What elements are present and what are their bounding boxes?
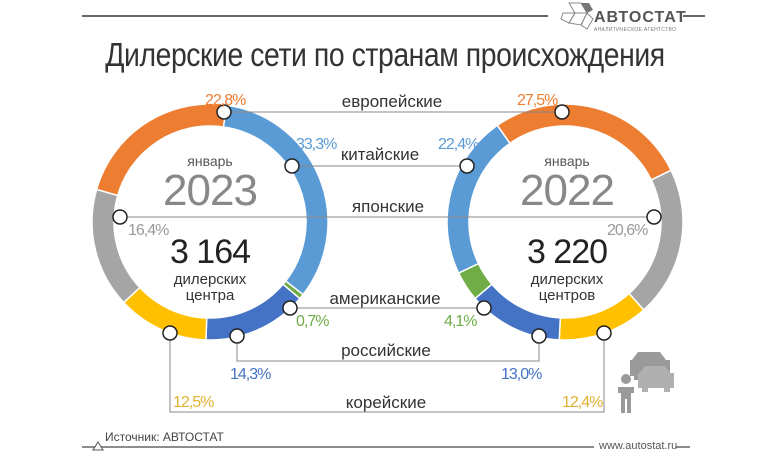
logo-subtitle: АНАЛИТИЧЕСКОЕ АГЕНТСТВО	[594, 27, 677, 33]
dot-l-korean	[162, 325, 178, 341]
connector-russian	[236, 336, 540, 362]
dot-l-american	[282, 300, 298, 316]
label-2023-korean: 12,5%	[173, 394, 214, 411]
category-korean: корейские	[345, 393, 427, 412]
donut-2023	[91, 103, 329, 341]
category-russian: российские	[341, 341, 431, 360]
right-unit-line2: центров	[538, 287, 596, 304]
dot-r-korean	[596, 325, 612, 341]
logo-name: АВТОСТАТ	[594, 9, 687, 26]
dot-r-russian	[531, 328, 547, 344]
left-month: январь	[187, 153, 233, 169]
source-note: Источник: АВТОСТАТ	[105, 430, 224, 444]
dealer-cars-icon	[618, 352, 674, 413]
dot-l-japanese	[112, 209, 128, 225]
right-total-dealers: 3 220	[526, 233, 608, 271]
left-unit-line2: центра	[185, 287, 235, 304]
label-2022-european: 27,5%	[517, 92, 558, 109]
right-year: 2022	[520, 166, 615, 215]
label-2022-japanese: 20,6%	[607, 222, 648, 239]
category-european: европейские	[341, 92, 443, 111]
page-title: Дилерские сети по странам происхождения	[105, 36, 665, 73]
category-chinese: китайские	[340, 145, 420, 164]
marker-dots	[112, 104, 662, 344]
label-2023-japanese: 16,4%	[128, 222, 169, 239]
label-2022-american: 4,1%	[444, 313, 477, 330]
category-japanese: японские	[351, 197, 425, 216]
dot-l-chinese	[284, 158, 300, 174]
label-2022-chinese: 22,4%	[438, 136, 479, 153]
autostat-logo-icon	[560, 2, 594, 30]
website-link[interactable]: www.autostat.ru	[599, 440, 678, 452]
dot-r-chinese	[459, 158, 475, 174]
donut-2022	[446, 103, 684, 341]
source-triangle-icon	[92, 441, 104, 451]
label-2023-european: 22,8%	[205, 92, 246, 109]
left-unit-line1: дилерских	[173, 271, 247, 288]
dot-r-american	[476, 300, 492, 316]
label-2022-russian: 13,0%	[501, 366, 542, 383]
right-month: январь	[544, 153, 590, 169]
label-2022-korean: 12,4%	[562, 394, 603, 411]
connector-korean	[169, 333, 605, 413]
connector-lines	[120, 111, 654, 413]
dot-l-european	[216, 104, 232, 120]
left-total-dealers: 3 164	[169, 233, 251, 271]
label-2023-russian: 14,3%	[230, 366, 271, 383]
dot-r-european	[554, 104, 570, 120]
dot-l-russian	[229, 328, 245, 344]
segment-japanese	[91, 188, 141, 304]
right-unit-line1: дилерских	[530, 271, 604, 288]
label-2023-american: 0,7%	[296, 313, 329, 330]
dot-r-japanese	[646, 209, 662, 225]
segment-chinese	[446, 124, 511, 275]
label-2023-chinese: 33,3%	[296, 136, 337, 153]
category-american: американские	[329, 289, 441, 308]
left-year: 2023	[163, 166, 258, 215]
